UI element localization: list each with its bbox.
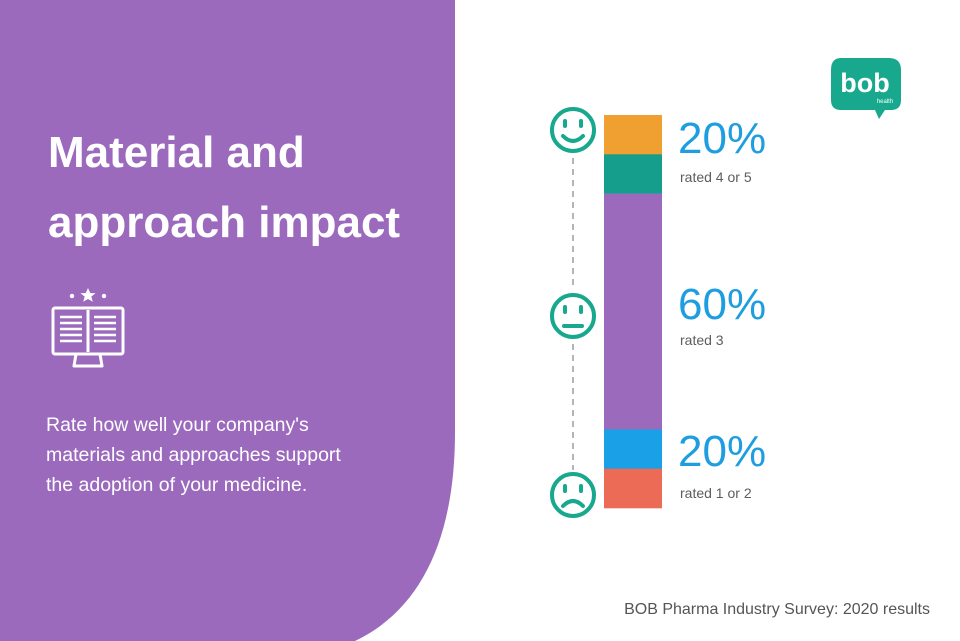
bob-health-logo: bob health (831, 58, 901, 119)
logo-text: bob (840, 68, 889, 98)
bar-segment-1 (604, 115, 662, 155)
description-line: materials and approaches support (46, 444, 341, 466)
rating-label-bottom: rated 1 or 2 (680, 485, 752, 501)
page-title: Material and approach impact (48, 118, 448, 258)
percent-label-middle: 60% (678, 280, 767, 329)
source-note: BOB Pharma Industry Survey: 2020 results (624, 601, 930, 618)
sad-face-icon (550, 472, 596, 518)
percent-label-top: 20% (678, 114, 767, 163)
title-line: Material and (48, 128, 305, 177)
bar-segment-3 (604, 193, 662, 430)
stacked-bar (604, 115, 662, 509)
percent-label-bottom: 20% (678, 427, 767, 476)
rating-label-top: rated 4 or 5 (680, 169, 752, 185)
book-monitor-icon (51, 288, 125, 368)
logo-subtext: health (877, 99, 893, 105)
happy-face-icon (550, 107, 596, 153)
description-line: Rate how well your company's (46, 414, 309, 436)
bar-segment-5 (604, 468, 662, 509)
neutral-face-icon (550, 293, 596, 339)
description-line: the adoption of your medicine. (46, 474, 308, 496)
title-line: approach impact (48, 198, 401, 247)
description: Rate how well your company's materials a… (46, 410, 426, 500)
rating-label-middle: rated 3 (680, 332, 724, 348)
bar-segment-4 (604, 429, 662, 469)
bar-segment-2 (604, 154, 662, 194)
